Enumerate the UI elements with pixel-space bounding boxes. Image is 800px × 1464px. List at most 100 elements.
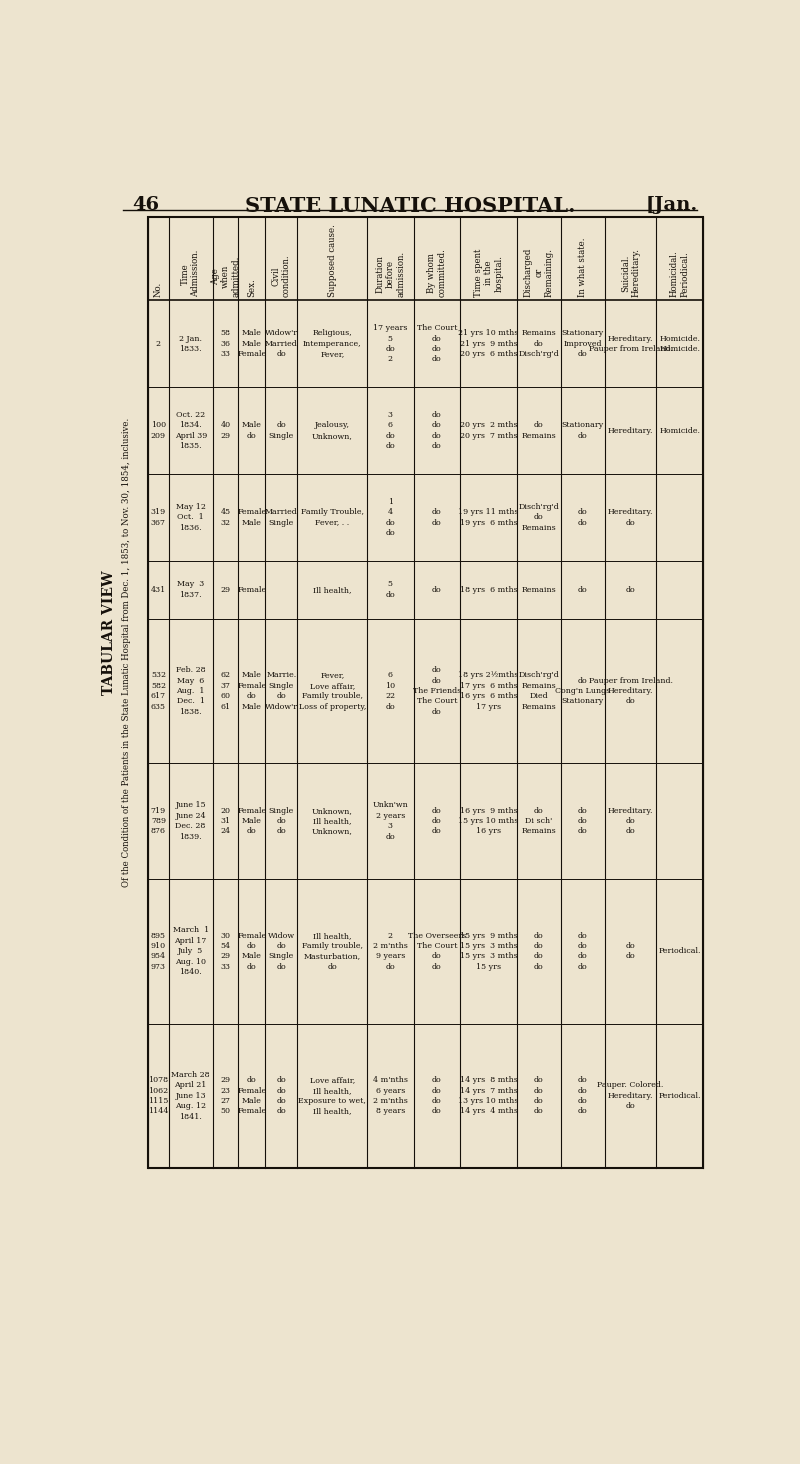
Text: do: do (626, 586, 635, 594)
Text: 19 yrs 11 mths
19 yrs  6 mths: 19 yrs 11 mths 19 yrs 6 mths (458, 508, 518, 527)
Text: Pauper from Ireland.
Hereditary.
do: Pauper from Ireland. Hereditary. do (589, 676, 673, 706)
Text: do
do
The Friends
The Court
do: do do The Friends The Court do (413, 666, 461, 716)
Text: June 15
June 24
Dec. 28
1839.: June 15 June 24 Dec. 28 1839. (175, 801, 206, 840)
Text: Fever,
Love affair,
Family trouble,
Loss of property,: Fever, Love affair, Family trouble, Loss… (298, 672, 366, 710)
Text: do
Cong'n Lungs
Stationary: do Cong'n Lungs Stationary (555, 676, 610, 706)
Text: Suicidal.
Hereditary.: Suicidal. Hereditary. (621, 249, 640, 297)
Bar (148, 217, 703, 1168)
Text: The Overseers
The Court
do
do: The Overseers The Court do do (408, 931, 466, 971)
Text: Male
Male
Female: Male Male Female (238, 329, 266, 359)
Text: 100
209: 100 209 (151, 422, 166, 439)
Text: Feb. 28
May  6
Aug.  1
Dec.  1
1838.: Feb. 28 May 6 Aug. 1 Dec. 1 1838. (176, 666, 206, 716)
Text: May  3
1837.: May 3 1837. (177, 581, 204, 599)
Text: Homicidal.
Periodical.: Homicidal. Periodical. (670, 250, 690, 297)
Text: Of the Condition of the Patients in the State Lunatic Hospital from Dec. 1, 1853: Of the Condition of the Patients in the … (122, 417, 130, 887)
Text: 3
6
do
do: 3 6 do do (386, 411, 395, 451)
Text: 20 yrs  2 mths
20 yrs  7 mths: 20 yrs 2 mths 20 yrs 7 mths (460, 422, 518, 439)
Text: STATE LUNATIC HOSPITAL.: STATE LUNATIC HOSPITAL. (245, 196, 575, 215)
Text: March  1
April 17
July  5
Aug. 10
1840.: March 1 April 17 July 5 Aug. 10 1840. (173, 927, 209, 976)
Text: 58
36
33: 58 36 33 (221, 329, 230, 359)
Text: do
do
do
do: do do do do (432, 1076, 442, 1116)
Text: 18 yrs 2½mths
17 yrs  6 mths
16 yrs  6 mths
17 yrs: 18 yrs 2½mths 17 yrs 6 mths 16 yrs 6 mth… (458, 672, 518, 710)
Text: do
do
do
do: do do do do (432, 411, 442, 451)
Text: Female
Male: Female Male (238, 508, 266, 527)
Text: Female: Female (238, 586, 266, 594)
Text: Supposed cause.: Supposed cause. (328, 224, 337, 297)
Text: do
do: do do (432, 508, 442, 527)
Text: 1
4
do
do: 1 4 do do (386, 498, 395, 537)
Text: do
do
do
do: do do do do (578, 931, 588, 971)
Text: 45
32: 45 32 (221, 508, 230, 527)
Text: Remains: Remains (522, 586, 556, 594)
Text: 532
582
617
635: 532 582 617 635 (151, 672, 166, 710)
Text: do
do
do
do: do do do do (534, 931, 544, 971)
Text: Sex.: Sex. (247, 278, 256, 297)
Text: do
Female
Male
Female: do Female Male Female (238, 1076, 266, 1116)
Text: do
do
do: do do do (578, 807, 588, 836)
Text: Ill health,: Ill health, (313, 586, 351, 594)
Text: Periodical.: Periodical. (658, 947, 701, 956)
Text: March 28
April 21
June 13
Aug. 12
1841.: March 28 April 21 June 13 Aug. 12 1841. (171, 1072, 210, 1121)
Text: Time
Admission.: Time Admission. (181, 250, 200, 297)
Text: Age
when
admitted.: Age when admitted. (210, 256, 241, 297)
Text: By whom
committed.: By whom committed. (427, 249, 446, 297)
Text: do: do (578, 586, 588, 594)
Text: Stationary
do: Stationary do (562, 422, 604, 439)
Text: The Court
do
do
do: The Court do do do (417, 324, 457, 363)
Text: 17 years
5
do
2: 17 years 5 do 2 (373, 324, 408, 363)
Text: 15 yrs  9 mths
15 yrs  3 mths
15 yrs  3 mths
15 yrs: 15 yrs 9 mths 15 yrs 3 mths 15 yrs 3 mth… (460, 931, 518, 971)
Text: do
do: do do (626, 941, 635, 960)
Text: 21 yrs 10 mths
21 yrs  9 mths
20 yrs  6 mths: 21 yrs 10 mths 21 yrs 9 mths 20 yrs 6 mt… (458, 329, 518, 359)
Text: do
Single: do Single (269, 422, 294, 439)
Text: 2: 2 (156, 340, 161, 348)
Text: Pauper. Colored.
Hereditary.
do: Pauper. Colored. Hereditary. do (598, 1082, 664, 1110)
Text: No.: No. (154, 283, 163, 297)
Text: Duration
before
admission.: Duration before admission. (375, 252, 406, 297)
Text: Homicide.: Homicide. (659, 426, 700, 435)
Text: Unknown,
Ill health,
Unknown,: Unknown, Ill health, Unknown, (312, 807, 353, 836)
Text: 2 Jan.
1833.: 2 Jan. 1833. (179, 335, 202, 353)
Text: 29
23
27
50: 29 23 27 50 (221, 1076, 230, 1116)
Text: 20
31
24: 20 31 24 (221, 807, 230, 836)
Text: 431: 431 (150, 586, 166, 594)
Text: Discharged
or
Remaining.: Discharged or Remaining. (524, 247, 554, 297)
Text: Male
do: Male do (242, 422, 262, 439)
Text: do: do (432, 586, 442, 594)
Text: 16 yrs  9 mths
15 yrs 10 mths
16 yrs: 16 yrs 9 mths 15 yrs 10 mths 16 yrs (458, 807, 518, 836)
Text: Jealousy,
Unknown,: Jealousy, Unknown, (312, 422, 353, 439)
Text: Single
do
do: Single do do (269, 807, 294, 836)
Text: [Jan.: [Jan. (646, 196, 698, 214)
Text: Homicide.
Homicide.: Homicide. Homicide. (659, 335, 700, 353)
Text: Hereditary.
Pauper from Ireland.: Hereditary. Pauper from Ireland. (589, 335, 673, 353)
Text: do
do
do
do: do do do do (534, 1076, 544, 1116)
Text: Love affair,
Ill health,
Exposure to wet,
Ill health,: Love affair, Ill health, Exposure to wet… (298, 1076, 366, 1116)
Text: Ill health,
Family trouble,
Masturbation,
do: Ill health, Family trouble, Masturbation… (302, 931, 362, 971)
Text: Marrie.
Single
do
Widow'r: Marrie. Single do Widow'r (265, 672, 298, 710)
Text: 30
54
29
33: 30 54 29 33 (221, 931, 230, 971)
Text: do
Di sch'
Remains: do Di sch' Remains (522, 807, 556, 836)
Text: Hereditary.
do: Hereditary. do (608, 508, 654, 527)
Text: 2
2 m'nths
9 years
do: 2 2 m'nths 9 years do (373, 931, 408, 971)
Text: Time spent
in the
hospital.: Time spent in the hospital. (474, 249, 503, 297)
Text: 719
789
876: 719 789 876 (151, 807, 166, 836)
Text: Married
Single: Married Single (265, 508, 298, 527)
Text: 46: 46 (133, 196, 160, 214)
Text: Family Trouble,
Fever, . .: Family Trouble, Fever, . . (301, 508, 364, 527)
Text: Widow'r
Married
do: Widow'r Married do (265, 329, 298, 359)
Text: Disch'rg'd
do
Remains: Disch'rg'd do Remains (518, 504, 559, 531)
Text: Hereditary.
do
do: Hereditary. do do (608, 807, 654, 836)
Text: 14 yrs  8 mths
14 yrs  7 mths
13 yrs 10 mths
14 yrs  4 mths: 14 yrs 8 mths 14 yrs 7 mths 13 yrs 10 mt… (458, 1076, 518, 1116)
Text: 5
do: 5 do (386, 581, 395, 599)
Text: Hereditary.: Hereditary. (608, 426, 654, 435)
Text: Disch'rg'd
Remains
Died
Remains: Disch'rg'd Remains Died Remains (518, 672, 559, 710)
Text: TABULAR VIEW: TABULAR VIEW (102, 571, 116, 695)
Text: 62
37
60
61: 62 37 60 61 (221, 672, 230, 710)
Text: In what state.: In what state. (578, 237, 587, 297)
Text: 319
367: 319 367 (151, 508, 166, 527)
Text: 40
29: 40 29 (221, 422, 230, 439)
Text: 18 yrs  6 mths: 18 yrs 6 mths (460, 586, 518, 594)
Text: Female
do
Male
do: Female do Male do (238, 931, 266, 971)
Text: Male
Female
do
Male: Male Female do Male (238, 672, 266, 710)
Text: Remains
do
Disch'rg'd: Remains do Disch'rg'd (518, 329, 559, 359)
Text: do
do: do do (578, 508, 588, 527)
